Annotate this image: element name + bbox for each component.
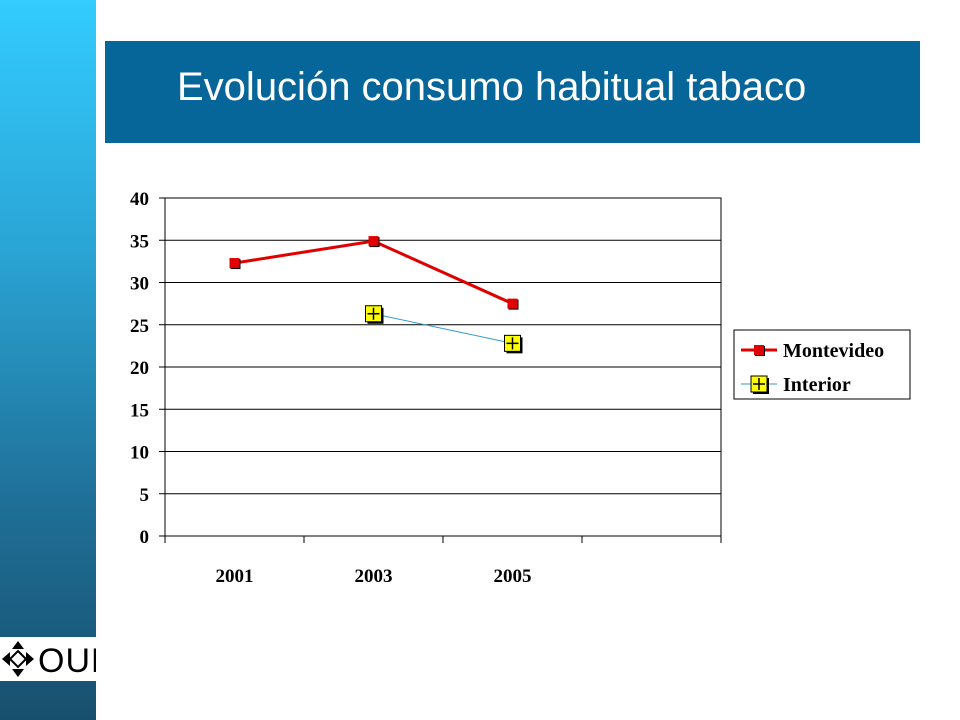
legend-montevideo-marker (754, 345, 764, 355)
sidebar-gradient (0, 0, 96, 720)
series-layer (229, 236, 523, 354)
y-tick-label: 25 (130, 316, 149, 337)
series-montevideo-marker (507, 298, 518, 309)
x-tick-label: 2003 (355, 566, 393, 587)
series-interior (365, 305, 523, 354)
slide-title: Evolución consumo habitual tabaco (177, 65, 807, 109)
legend-label-montevideo: Montevideo (783, 340, 884, 362)
y-tick-label: 10 (130, 443, 149, 464)
legend-item-interior: Interior (741, 374, 851, 396)
y-tick-label: 30 (130, 274, 149, 295)
series-interior-line (373, 313, 513, 344)
series-montevideo-marker (229, 258, 240, 269)
legend-item-montevideo: Montevideo (741, 340, 884, 362)
series-montevideo-marker (368, 236, 379, 247)
legend: Montevideo Interior (733, 329, 911, 400)
title-bar: Evolución consumo habitual tabaco (105, 41, 920, 143)
y-tick-label: 15 (130, 400, 149, 421)
logo-diamond-icon (2, 641, 34, 677)
y-tick-label: 20 (130, 358, 149, 379)
series-montevideo-line (234, 239, 374, 265)
y-tick-label: 40 (130, 189, 149, 210)
y-tick-label: 0 (140, 527, 150, 548)
plot-area (159, 197, 722, 543)
x-tick-label: 2005 (494, 566, 532, 587)
series-montevideo-line (372, 239, 514, 305)
y-axis-ticks: 0 5 10 15 20 25 30 35 40 (130, 189, 149, 548)
y-tick-label: 35 (130, 231, 149, 252)
y-tick-label: 5 (140, 485, 150, 506)
series-montevideo (229, 236, 519, 310)
x-axis-ticks: 2001 2003 2005 (216, 566, 532, 587)
x-tick-label: 2001 (216, 566, 254, 587)
legend-label-interior: Interior (783, 374, 851, 396)
